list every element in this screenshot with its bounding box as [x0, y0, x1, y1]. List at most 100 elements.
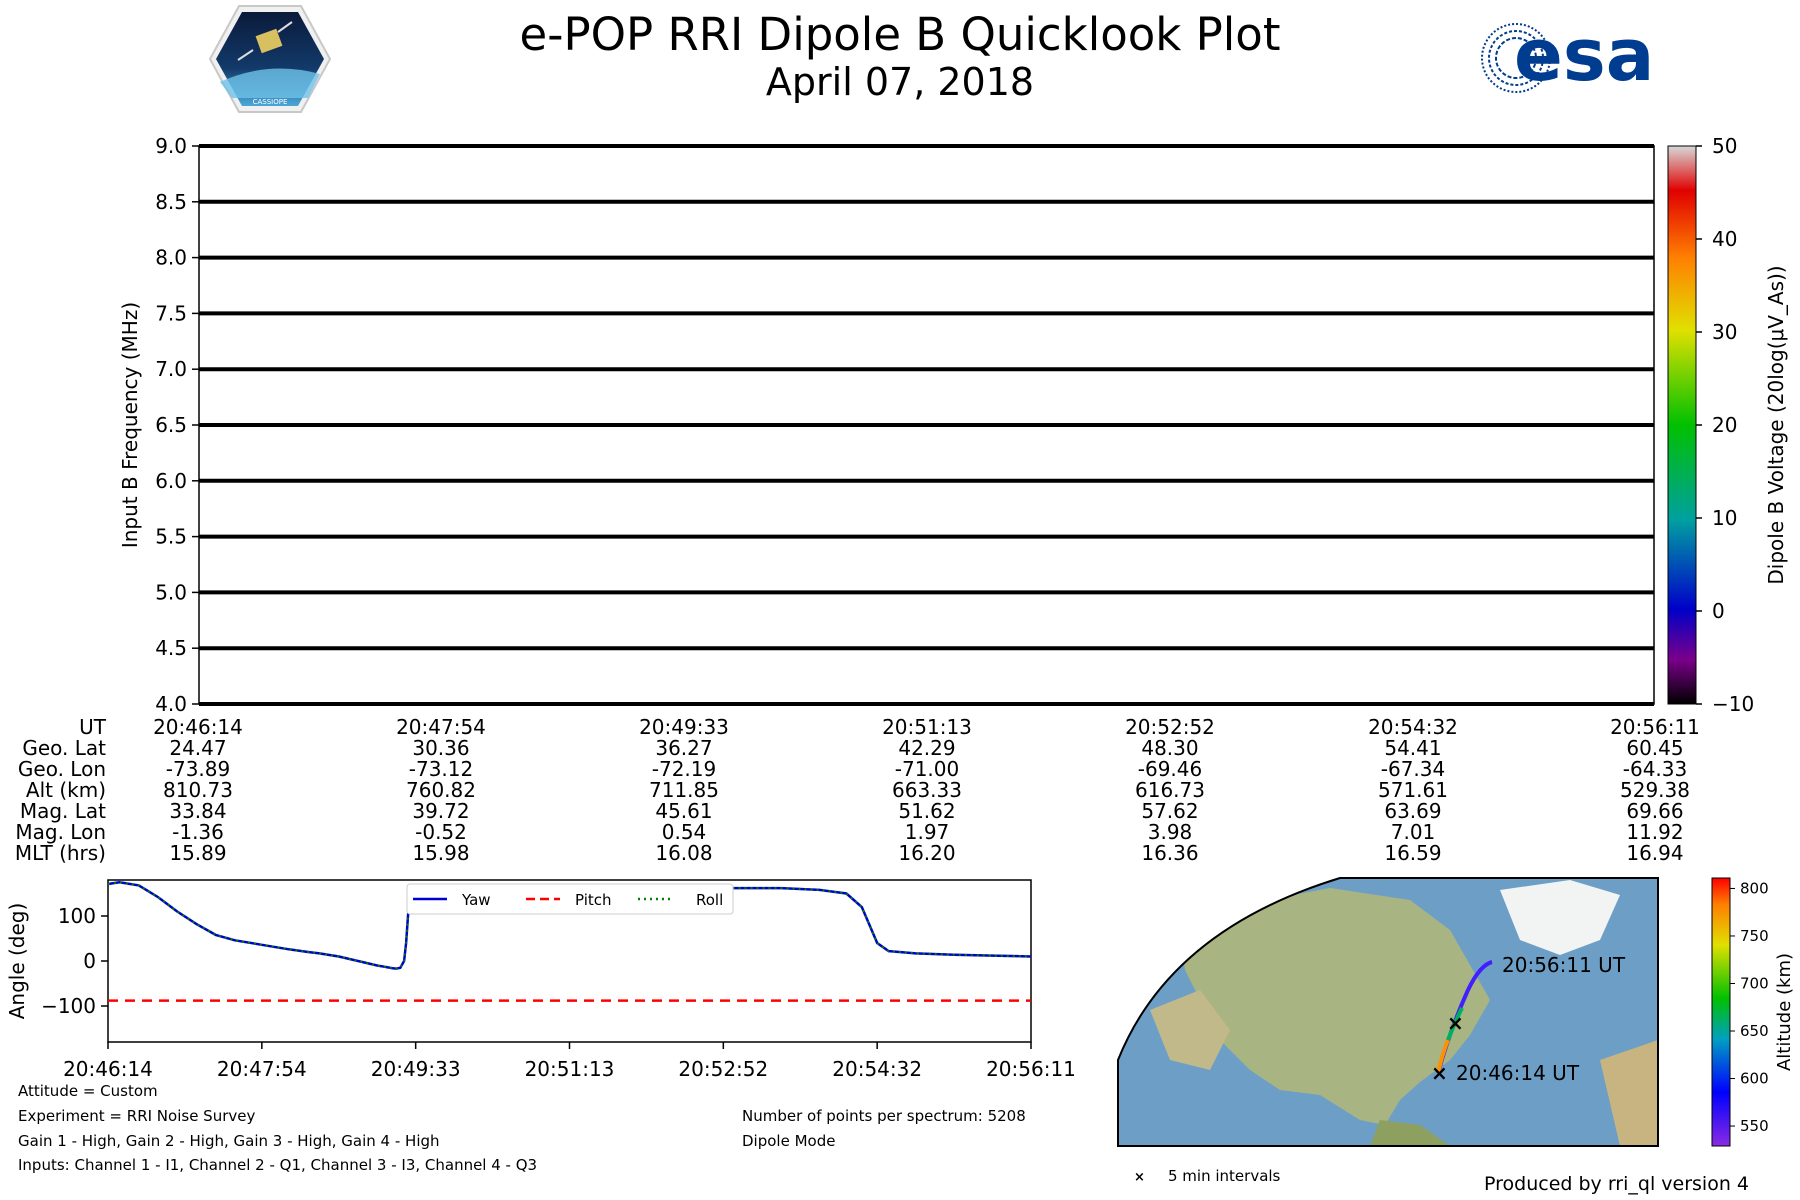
- ephemeris-value: -69.46: [1137, 757, 1203, 781]
- orbit-end-label: 20:56:11 UT: [1502, 953, 1626, 977]
- ephemeris-value: 616.73: [1135, 778, 1205, 802]
- volt-tick-label-2: 30: [1712, 320, 1737, 344]
- experiment-note: Experiment = RRI Noise Survey: [18, 1107, 256, 1125]
- ephemeris-value: 0.54: [661, 820, 707, 844]
- inputs-note: Inputs: Channel 1 - I1, Channel 2 - Q1, …: [18, 1156, 538, 1174]
- ephemeris-label-0: UT: [79, 715, 106, 739]
- angle-tick-label-0: 100: [58, 904, 96, 928]
- ephemeris-value: 33.84: [169, 799, 227, 823]
- gain-note: Gain 1 - High, Gain 2 - High, Gain 3 - H…: [18, 1132, 440, 1150]
- legend-roll-label: Roll: [696, 891, 723, 909]
- ephemeris-label-6: MLT (hrs): [14, 841, 106, 865]
- attitude-ylabel: Angle (deg): [5, 903, 29, 1020]
- ephemeris-label-5: Mag. Lon: [15, 820, 106, 844]
- ephemeris-value: 54.41: [1384, 736, 1442, 760]
- time-tick-label-4: 20:52:52: [678, 1057, 768, 1081]
- voltage-colorbar: [1667, 145, 1697, 705]
- produced-by-note: Produced by rri_ql version 4: [1484, 1173, 1749, 1195]
- time-tick-label-6: 20:56:11: [986, 1057, 1076, 1081]
- angle-tick-label-2: −100: [41, 994, 96, 1018]
- time-tick-label-5: 20:54:32: [832, 1057, 922, 1081]
- time-tick-label-2: 20:49:33: [371, 1057, 461, 1081]
- map-border: [1117, 877, 1659, 1147]
- angle-tick-label-1: 0: [83, 949, 96, 973]
- ephemeris-value: 57.62: [1141, 799, 1199, 823]
- yaw-series: [107, 881, 1032, 970]
- esa-logo-text: esa: [1514, 18, 1654, 96]
- ephemeris-value: 16.20: [898, 841, 956, 865]
- orbit-start-label: 20:46:14 UT: [1456, 1061, 1580, 1085]
- spectrogram-ylabel: Input B Frequency (MHz): [118, 302, 142, 548]
- ephemeris-value: 30.36: [412, 736, 470, 760]
- ephemeris-value: 7.01: [1390, 820, 1436, 844]
- ephemeris-label-4: Mag. Lat: [19, 799, 106, 823]
- ephemeris-value: -73.12: [408, 757, 474, 781]
- freq-tick-label-2: 5.0: [155, 580, 187, 604]
- volt-tick-label-6: −10: [1712, 692, 1754, 716]
- volt-tick-label-3: 20: [1712, 413, 1737, 437]
- figure-date: April 07, 2018: [765, 60, 1035, 104]
- cassiope-logo: CASSIOPE: [208, 5, 332, 113]
- interval-marker-icon: ×: [1134, 1170, 1145, 1185]
- ephemeris-value: 20:47:54: [396, 715, 486, 739]
- ephemeris-value: -67.34: [1380, 757, 1446, 781]
- ephemeris-value: 20:52:52: [1125, 715, 1215, 739]
- cassiope-logo-text: CASSIOPE: [253, 98, 288, 106]
- ephemeris-value: -1.36: [172, 820, 224, 844]
- ephemeris-value: 760.82: [406, 778, 476, 802]
- freq-tick-label-6: 7.0: [155, 357, 187, 381]
- ephemeris-value: 60.45: [1626, 736, 1684, 760]
- ephemeris-value: -73.89: [165, 757, 231, 781]
- ephemeris-value: 24.47: [169, 736, 227, 760]
- ephemeris-value: 20:51:13: [882, 715, 972, 739]
- alt-tick-label-0: 800: [1740, 879, 1769, 897]
- altitude-colorbar-ticks: 800 750 700 650 600 550: [1730, 879, 1769, 1135]
- attitude-time-ticks: 20:46:14 20:47:54 20:49:33 20:51:13 20:52:52…: [63, 1042, 1076, 1081]
- attitude-axis-ticks: 100 0 −100: [41, 904, 108, 1018]
- time-tick-label-0: 20:46:14: [63, 1057, 153, 1081]
- volt-tick-label-1: 40: [1712, 227, 1737, 251]
- orbit-start-marker: ×: [1431, 1061, 1448, 1085]
- volt-tick-label-0: 50: [1712, 134, 1737, 158]
- ephemeris-value: 810.73: [163, 778, 233, 802]
- ephemeris-label-3: Alt (km): [25, 778, 106, 802]
- freq-tick-label-10: 9.0: [155, 134, 187, 158]
- freq-tick-label-5: 6.5: [155, 413, 187, 437]
- volt-tick-label-4: 10: [1712, 506, 1737, 530]
- ephemeris-value: 20:56:11: [1610, 715, 1700, 739]
- voltage-colorbar-label: Dipole B Voltage (20log(μV_As)): [1764, 265, 1788, 584]
- ephemeris-value: 16.59: [1384, 841, 1442, 865]
- ephemeris-value: 16.94: [1626, 841, 1684, 865]
- attitude-legend: Yaw Pitch Roll: [406, 883, 734, 915]
- altitude-colorbar-label: Altitude (km): [1774, 953, 1795, 1071]
- ephemeris-value: -0.52: [415, 820, 467, 844]
- orbit-5min-marker: ×: [1447, 1011, 1464, 1035]
- ephemeris-value: 1.97: [904, 820, 950, 844]
- ephemeris-value: -72.19: [651, 757, 717, 781]
- ephemeris-value: 51.62: [898, 799, 956, 823]
- ephemeris-value: 3.98: [1147, 820, 1193, 844]
- ephemeris-value: 63.69: [1384, 799, 1442, 823]
- ephemeris-value: 20:49:33: [639, 715, 729, 739]
- esa-logo: esa: [1481, 18, 1654, 96]
- mode-note: Dipole Mode: [742, 1132, 836, 1150]
- alt-tick-label-4: 600: [1740, 1070, 1769, 1088]
- ephemeris-value: 15.98: [412, 841, 470, 865]
- ephemeris-value: 571.61: [1378, 778, 1448, 802]
- ephemeris-value: 11.92: [1626, 820, 1684, 844]
- time-tick-label-1: 20:47:54: [217, 1057, 307, 1081]
- attitude-note: Attitude = Custom: [18, 1082, 158, 1100]
- freq-tick-label-0: 4.0: [155, 692, 187, 716]
- ephemeris-value: 663.33: [892, 778, 962, 802]
- ephemeris-value: 15.89: [169, 841, 227, 865]
- alt-tick-label-1: 750: [1740, 927, 1769, 945]
- interval-legend-text: 5 min intervals: [1168, 1167, 1281, 1185]
- alt-tick-label-2: 700: [1740, 974, 1769, 992]
- ephemeris-value: 529.38: [1620, 778, 1690, 802]
- altitude-colorbar: [1711, 877, 1731, 1147]
- ephemeris-value: 48.30: [1141, 736, 1199, 760]
- ephemeris-value: -71.00: [894, 757, 960, 781]
- time-tick-label-3: 20:51:13: [525, 1057, 615, 1081]
